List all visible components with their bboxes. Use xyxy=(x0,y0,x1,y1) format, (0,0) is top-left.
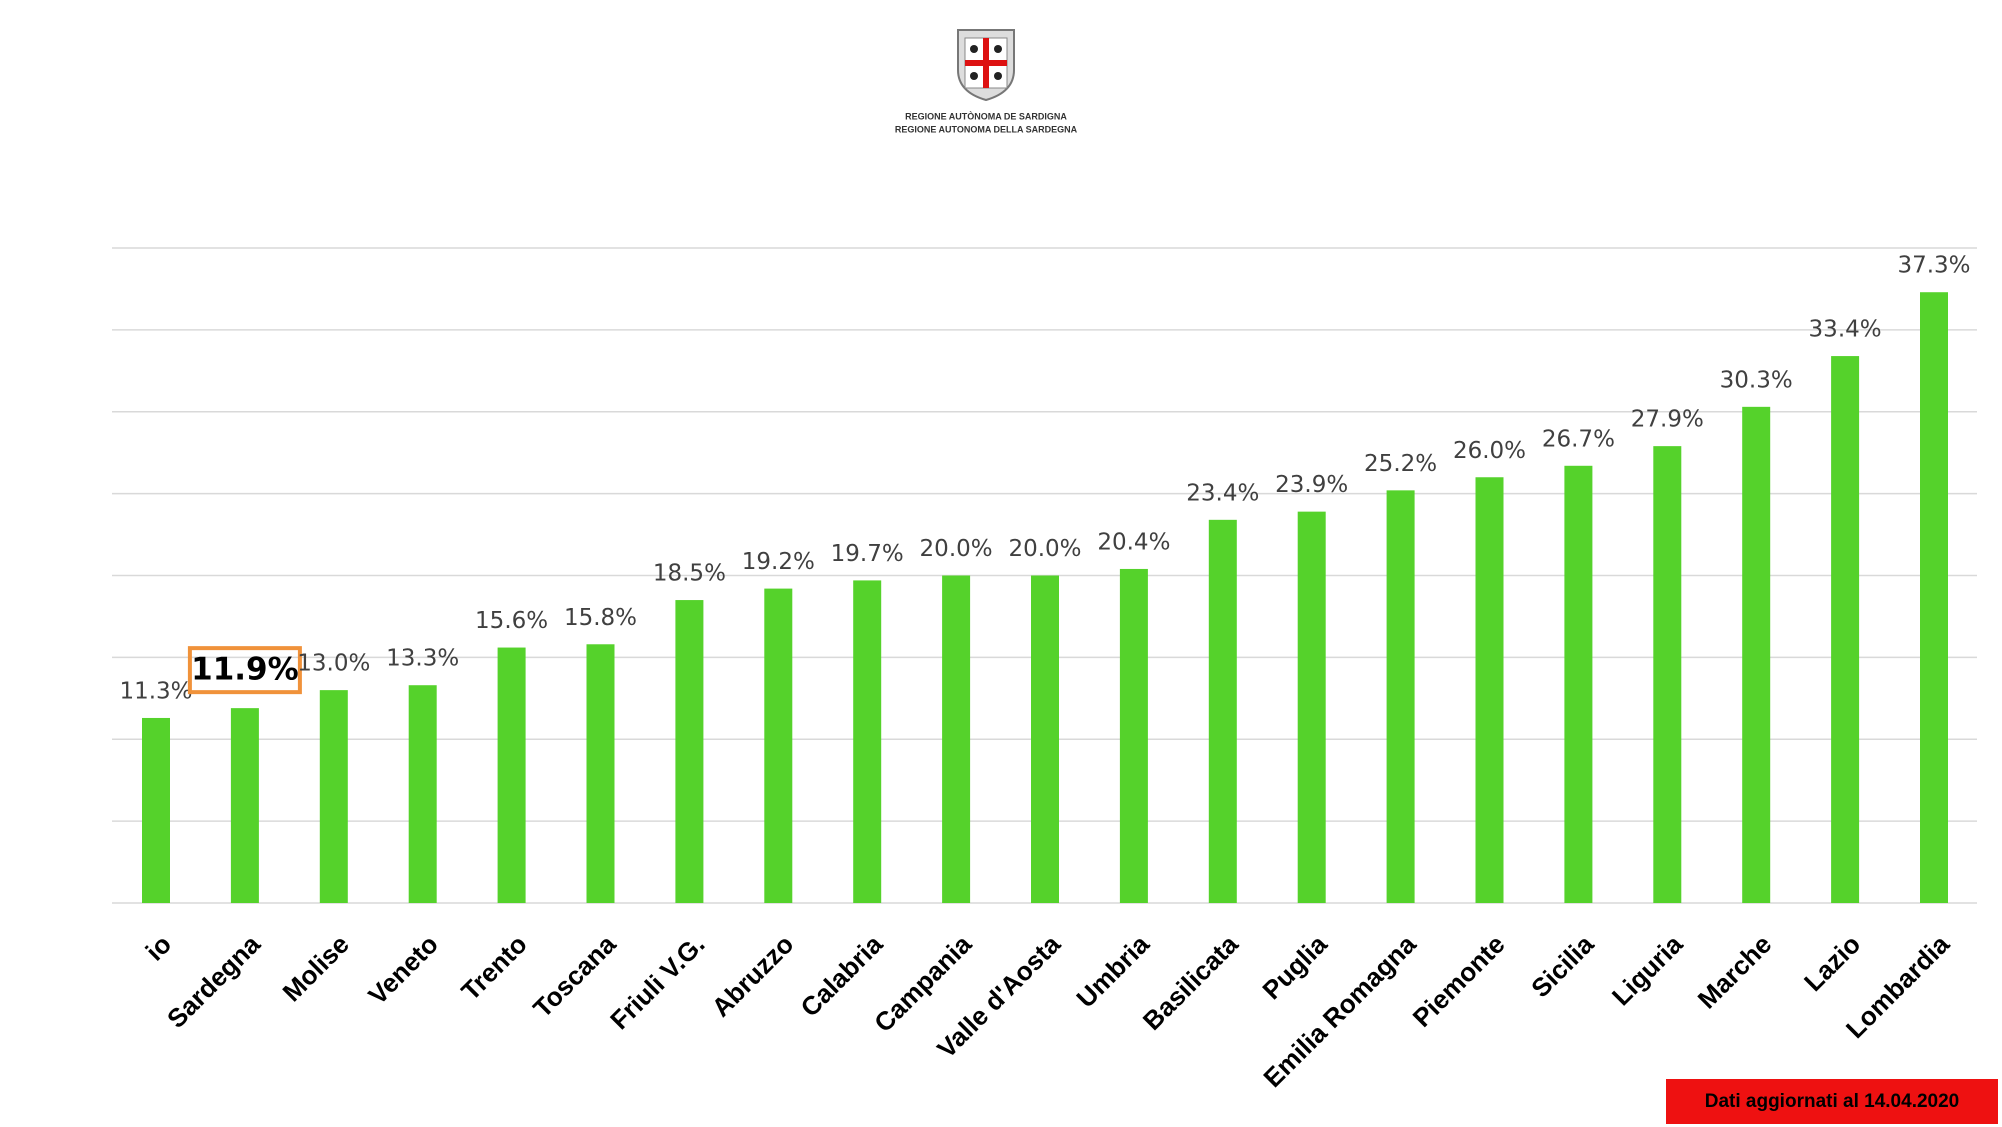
value-label: 13.0% xyxy=(297,651,370,677)
x-tick-label: Liguria xyxy=(1606,929,1689,1012)
value-label: 20.0% xyxy=(920,536,993,562)
value-label: 25.2% xyxy=(1364,451,1437,477)
bar xyxy=(1208,519,1237,903)
bar xyxy=(764,588,793,903)
highlight-box xyxy=(187,646,302,695)
bar xyxy=(853,580,882,903)
bar xyxy=(1297,511,1326,903)
value-label: 13.3% xyxy=(386,646,459,672)
note-box xyxy=(1666,1079,1998,1124)
x-tick-label: Lazio xyxy=(1798,929,1866,997)
value-label: 30.3% xyxy=(1720,367,1793,393)
logo-moor xyxy=(970,72,978,80)
x-tick-label: Basilicata xyxy=(1137,929,1244,1036)
bar xyxy=(1386,490,1415,903)
bar xyxy=(1564,465,1593,903)
value-label: 19.7% xyxy=(831,541,904,567)
bar xyxy=(230,708,259,903)
logo-text: REGIONE AUTÒNOMA DE SARDIGNA xyxy=(905,110,1067,121)
value-label: 20.0% xyxy=(1008,536,1081,562)
logo-text: REGIONE AUTONOMA DELLA SARDEGNA xyxy=(895,124,1078,134)
x-tick-label: Friuli V.G. xyxy=(604,929,710,1035)
logo-moor xyxy=(970,45,978,53)
x-tick-label: Molise xyxy=(276,929,354,1007)
bar xyxy=(942,575,971,903)
bar xyxy=(586,644,615,903)
bar xyxy=(1031,575,1059,903)
x-tick-label: Sicilia xyxy=(1525,929,1600,1004)
value-label: 37.3% xyxy=(1897,253,1970,279)
x-tick-label: Emilia Romagna xyxy=(1257,929,1422,1094)
value-label: 27.9% xyxy=(1631,407,1704,433)
x-tick-label: Sardegna xyxy=(161,929,266,1034)
logo-cross xyxy=(965,60,1007,66)
value-label: 11.9% xyxy=(191,652,299,688)
bar xyxy=(319,690,348,903)
x-tick-label: Trento xyxy=(455,929,532,1006)
bar xyxy=(142,717,170,903)
bar xyxy=(408,685,437,903)
x-tick-label: Veneto xyxy=(362,929,443,1010)
bar xyxy=(497,647,526,903)
update-note: Dati aggiornati al 14.04.2020 xyxy=(1705,1091,1960,1112)
value-label: 26.7% xyxy=(1542,426,1615,452)
bar xyxy=(1653,446,1682,903)
bar xyxy=(1920,292,1948,903)
value-label: 11.3% xyxy=(119,678,192,704)
x-tick-label: Marche xyxy=(1692,929,1778,1015)
bar xyxy=(1119,568,1148,903)
value-label: 19.2% xyxy=(742,549,815,575)
bar xyxy=(1742,406,1771,903)
logo-moor xyxy=(994,45,1002,53)
bar xyxy=(1831,356,1860,903)
logo-moor xyxy=(994,72,1002,80)
x-tick-label: Abruzzo xyxy=(706,929,800,1023)
x-tick-label: Puglia xyxy=(1256,929,1333,1006)
value-label: 23.4% xyxy=(1186,480,1259,506)
value-label: 15.8% xyxy=(564,605,637,631)
logo xyxy=(957,29,1015,102)
value-label: 18.5% xyxy=(653,561,726,587)
value-label: 15.6% xyxy=(475,608,548,634)
x-tick-label: Piemonte xyxy=(1407,929,1511,1033)
value-label: 26.0% xyxy=(1453,438,1526,464)
value-label: 20.4% xyxy=(1097,529,1170,555)
x-tick-label: Umbria xyxy=(1070,929,1155,1014)
x-tick-label: io xyxy=(140,929,178,967)
bar xyxy=(675,600,704,903)
value-label: 23.9% xyxy=(1275,472,1348,498)
x-tick-label: Calabria xyxy=(795,929,889,1023)
bar xyxy=(1475,477,1504,903)
value-label: 33.4% xyxy=(1809,317,1882,343)
